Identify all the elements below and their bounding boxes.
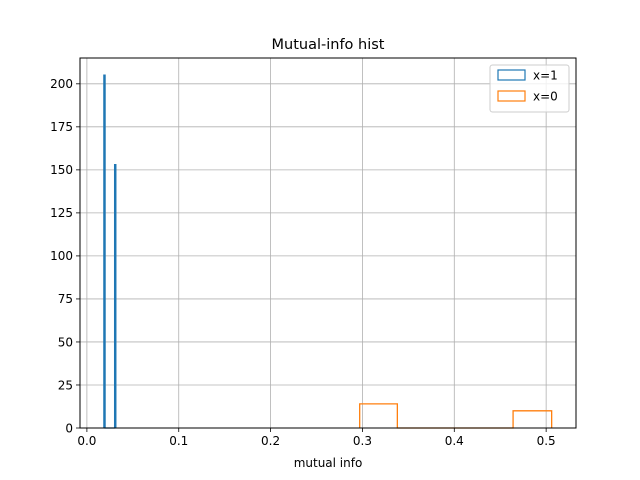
legend-frame: [489, 64, 570, 113]
chart-title: Mutual-info hist: [272, 37, 385, 53]
x-axis-ticks: 0.0 0.1 0.2 0.3 0.4 0.5: [77, 428, 556, 448]
y-tick-label: 200: [50, 77, 73, 91]
x-tick-label: 0.4: [445, 434, 464, 448]
x-tick-label: 0.3: [353, 434, 372, 448]
x-tick-label: 0.5: [537, 434, 556, 448]
y-tick-label: 150: [50, 163, 73, 177]
x-tick-label: 0.0: [77, 434, 96, 448]
x-tick-label: 0.2: [261, 434, 280, 448]
x-tick-label: 0.1: [169, 434, 188, 448]
plot-area: [80, 58, 576, 428]
y-axis-ticks: 0 25 50 75 100 125 150 175 200: [50, 77, 80, 435]
grid-lines: [80, 58, 576, 429]
y-tick-label: 175: [50, 120, 73, 134]
y-tick-label: 50: [58, 335, 73, 349]
legend-swatch-x=1: [497, 69, 526, 81]
legend-label: x=0: [533, 90, 558, 104]
legend-swatch-x=0: [497, 90, 526, 102]
y-tick-label: 125: [50, 206, 73, 220]
y-tick-label: 100: [50, 249, 73, 263]
y-tick-label: 0: [65, 421, 73, 435]
legend: x=1 x=0: [489, 64, 570, 113]
x-axis-title: mutual info: [294, 456, 363, 470]
y-tick-label: 25: [58, 378, 73, 392]
y-tick-label: 75: [58, 292, 73, 306]
legend-label: x=1: [533, 69, 558, 83]
axes-spines: [79, 57, 577, 429]
